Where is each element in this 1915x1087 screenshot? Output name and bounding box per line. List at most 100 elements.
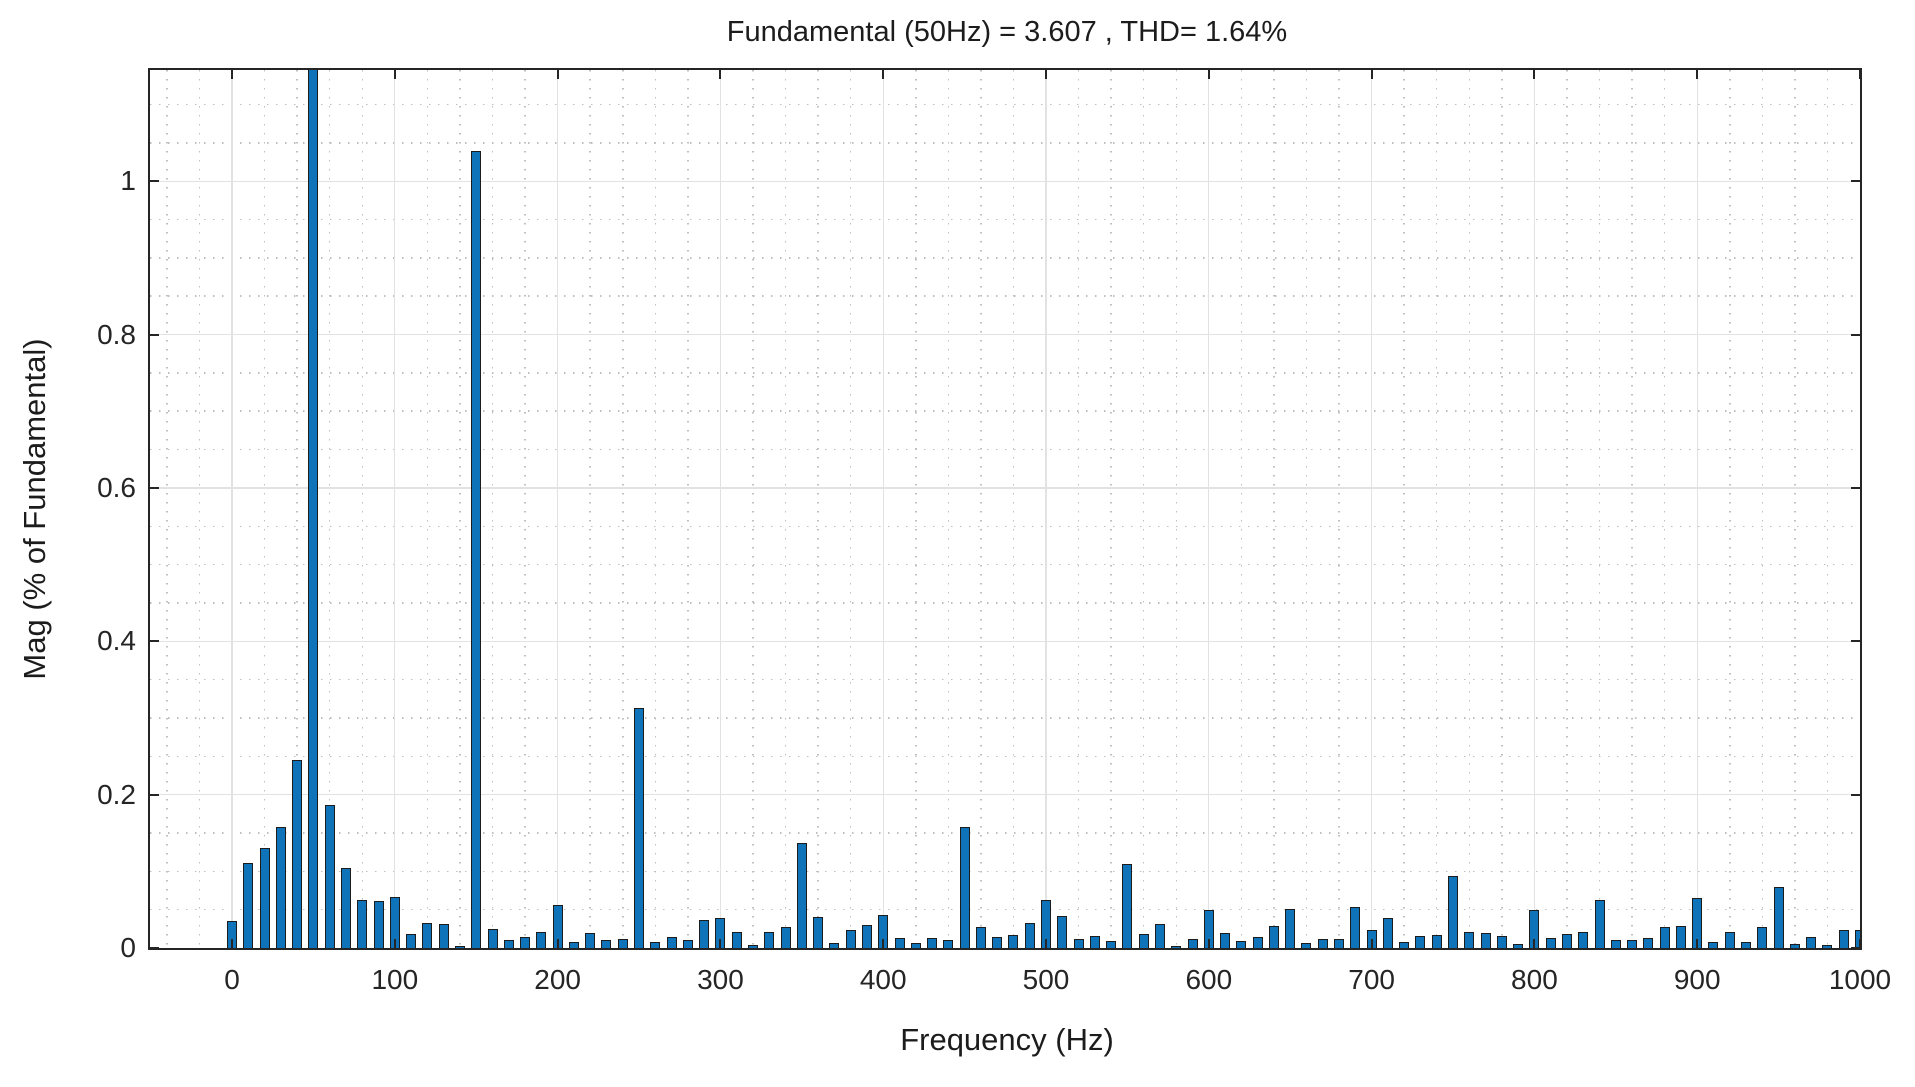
minor-gridline-h bbox=[150, 218, 1860, 221]
x-tick-mark bbox=[719, 939, 722, 948]
bar bbox=[1122, 863, 1133, 948]
bar bbox=[422, 922, 433, 948]
x-tick-mark bbox=[1696, 70, 1699, 79]
bar bbox=[1513, 944, 1524, 948]
y-tick-label: 0.6 bbox=[97, 471, 136, 503]
bar bbox=[1154, 924, 1165, 948]
bar bbox=[357, 899, 368, 948]
minor-gridline-v bbox=[1403, 70, 1405, 948]
x-tick-label: 1000 bbox=[1828, 964, 1892, 995]
bar bbox=[878, 915, 889, 948]
bar bbox=[731, 931, 742, 948]
bar bbox=[1659, 926, 1670, 948]
minor-gridline-v bbox=[459, 70, 461, 948]
minor-gridline-v bbox=[1435, 70, 1438, 948]
bar bbox=[1773, 886, 1784, 948]
bar bbox=[634, 708, 645, 948]
y-tick-mark bbox=[1851, 333, 1860, 336]
x-tick-label: 100 bbox=[371, 964, 419, 995]
x-tick-label: 700 bbox=[1348, 964, 1395, 995]
bar bbox=[438, 924, 449, 948]
y-tick-mark bbox=[150, 333, 159, 336]
bar bbox=[520, 937, 531, 948]
minor-gridline-v bbox=[654, 70, 657, 948]
minor-gridline-v bbox=[1501, 70, 1503, 948]
x-tick-label: 400 bbox=[859, 964, 907, 995]
minor-gridline-h bbox=[150, 717, 1860, 719]
major-gridline-v bbox=[719, 70, 722, 948]
y-axis-label: Mag (% of Fundamental) bbox=[17, 338, 52, 680]
bar bbox=[292, 760, 303, 948]
x-tick-mark bbox=[556, 70, 559, 79]
bar bbox=[568, 941, 579, 948]
minor-gridline-v bbox=[1761, 70, 1764, 948]
x-tick-mark bbox=[1859, 939, 1860, 948]
bar bbox=[552, 905, 563, 948]
bar bbox=[1317, 938, 1328, 948]
major-gridline-v bbox=[1370, 70, 1373, 948]
bar bbox=[666, 937, 677, 948]
y-tick-mark bbox=[1851, 640, 1860, 643]
minor-gridline-v bbox=[1598, 70, 1601, 948]
bar bbox=[324, 804, 335, 948]
minor-gridline-v bbox=[1273, 70, 1275, 948]
minor-gridline-v bbox=[622, 70, 624, 948]
x-tick-mark bbox=[882, 939, 885, 948]
minor-gridline-v bbox=[426, 70, 429, 948]
major-gridline-h bbox=[150, 640, 1860, 642]
y-tick-label: 0.8 bbox=[97, 318, 136, 350]
minor-gridline-v bbox=[166, 70, 168, 948]
x-tick-mark bbox=[1696, 939, 1699, 948]
minor-gridline-v bbox=[1142, 70, 1145, 948]
minor-gridline-v bbox=[1729, 70, 1731, 948]
bar bbox=[406, 934, 417, 948]
bar bbox=[1171, 946, 1182, 948]
bar bbox=[1529, 910, 1540, 948]
major-gridline-v bbox=[231, 70, 233, 948]
bar bbox=[243, 862, 254, 948]
y-tick-mark bbox=[1851, 793, 1860, 796]
minor-gridline-v bbox=[1175, 70, 1177, 948]
bar bbox=[601, 939, 612, 948]
minor-gridline-h bbox=[150, 103, 1860, 106]
minor-gridline-v bbox=[1566, 70, 1568, 948]
bar bbox=[1285, 908, 1296, 948]
bar bbox=[747, 944, 758, 948]
y-tick-mark bbox=[150, 947, 159, 948]
y-tick-mark bbox=[1851, 180, 1860, 183]
bar bbox=[617, 938, 628, 948]
x-tick-mark bbox=[556, 939, 559, 948]
bar bbox=[308, 70, 319, 948]
bar bbox=[845, 930, 856, 948]
bar bbox=[341, 867, 351, 948]
x-tick-mark bbox=[231, 70, 234, 79]
bar bbox=[1203, 909, 1214, 948]
minor-gridline-h bbox=[150, 832, 1860, 834]
minor-gridline-h bbox=[150, 410, 1860, 412]
bar bbox=[1008, 934, 1019, 948]
y-tick-label: 1 bbox=[120, 165, 136, 197]
bar bbox=[536, 931, 547, 948]
bar bbox=[992, 936, 1003, 948]
minor-gridline-v bbox=[198, 70, 201, 948]
major-gridline-h bbox=[150, 487, 1860, 489]
bar bbox=[1643, 938, 1654, 948]
bar bbox=[715, 918, 726, 948]
x-tick-label: 0 bbox=[224, 964, 240, 995]
bar bbox=[943, 939, 954, 948]
x-tick-label: 200 bbox=[534, 964, 581, 995]
bar bbox=[1057, 915, 1068, 948]
y-tick-mark bbox=[150, 486, 159, 489]
x-tick-mark bbox=[1533, 939, 1536, 948]
bar bbox=[487, 928, 498, 948]
bar bbox=[1838, 930, 1849, 948]
bar bbox=[454, 945, 465, 948]
bar bbox=[503, 940, 514, 948]
minor-gridline-v bbox=[524, 70, 526, 948]
minor-gridline-v bbox=[1012, 70, 1015, 948]
major-gridline-h bbox=[150, 180, 1860, 182]
bar bbox=[585, 932, 596, 948]
major-gridline-v bbox=[1045, 70, 1047, 948]
x-tick-label: 300 bbox=[697, 964, 744, 995]
